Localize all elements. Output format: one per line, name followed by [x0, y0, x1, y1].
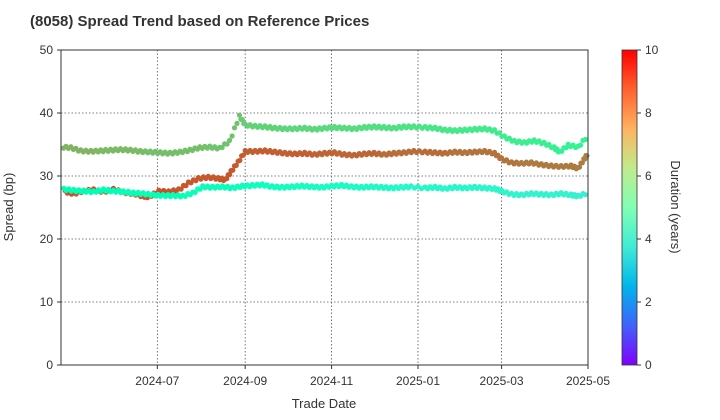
- data-point: [237, 157, 243, 163]
- data-point: [224, 176, 230, 182]
- data-point: [227, 172, 233, 178]
- grid-lines: [61, 50, 588, 365]
- data-point: [240, 152, 246, 158]
- chart-title: (8058) Spread Trend based on Reference P…: [30, 13, 369, 30]
- x-axis-ticks: 2024-07 2024-09 2024-11 2025-01 2025-03 2025-…: [135, 365, 610, 388]
- colorbar-tick-label: 6: [645, 169, 652, 183]
- y-axis-ticks: 0 10 20 30 40 50: [40, 43, 61, 372]
- y-axis-label: Spread (bp): [1, 173, 16, 242]
- data-point: [239, 117, 245, 123]
- y-tick-label: 0: [46, 358, 53, 372]
- y-tick-label: 20: [40, 232, 54, 246]
- colorbar-label: Duration (years): [668, 160, 683, 253]
- data-point: [584, 153, 590, 159]
- x-tick-label: 2024-07: [135, 374, 179, 388]
- y-tick-label: 40: [40, 106, 54, 120]
- y-tick-label: 30: [40, 169, 54, 183]
- data-point: [576, 164, 583, 170]
- x-tick-label: 2025-05: [566, 374, 610, 388]
- data-point: [229, 133, 235, 139]
- colorbar-tick-label: 10: [645, 43, 659, 57]
- data-points: [60, 112, 590, 201]
- data-point: [582, 192, 589, 198]
- colorbar: [621, 49, 638, 366]
- colorbar-tick-label: 2: [645, 295, 652, 309]
- x-tick-label: 2025-01: [396, 374, 440, 388]
- colorbar-tick-label: 4: [645, 232, 652, 246]
- x-tick-label: 2025-03: [480, 374, 524, 388]
- colorbar-tick-label: 8: [645, 106, 652, 120]
- colorbar-tick-label: 0: [645, 358, 652, 372]
- data-point: [236, 112, 243, 118]
- data-point: [578, 142, 584, 148]
- data-point: [231, 125, 238, 131]
- data-point: [582, 136, 589, 143]
- x-axis-label: Trade Date: [292, 396, 357, 411]
- y-tick-label: 50: [40, 43, 54, 57]
- plot-frame: [60, 49, 589, 366]
- data-point: [233, 162, 239, 168]
- x-tick-label: 2024-11: [310, 374, 353, 388]
- data-point: [234, 120, 240, 126]
- colorbar-ticks: 0 2 4 6 8 10: [637, 43, 659, 372]
- data-point: [230, 167, 236, 173]
- data-point: [227, 137, 233, 143]
- y-tick-label: 10: [40, 295, 54, 309]
- data-point: [579, 160, 585, 166]
- x-tick-label: 2024-09: [223, 374, 267, 388]
- plot-background: [61, 50, 588, 365]
